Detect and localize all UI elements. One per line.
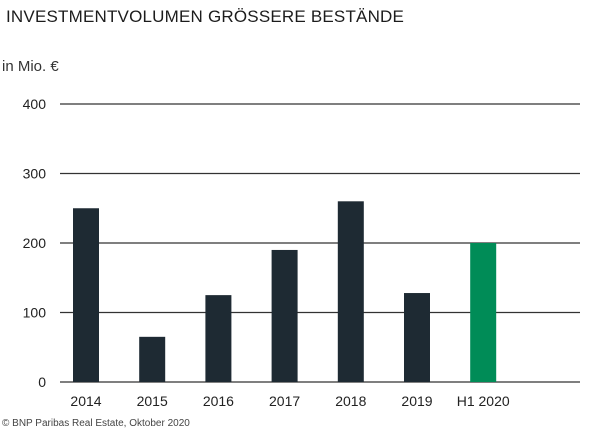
y-tick-label: 100 bbox=[23, 305, 47, 321]
bar-2018 bbox=[337, 201, 364, 382]
x-tick-label: 2016 bbox=[203, 393, 234, 409]
chart-title: INVESTMENTVOLUMEN GRÖSSERE BESTÄNDE bbox=[6, 7, 405, 26]
source-note: © BNP Paribas Real Estate, Oktober 2020 bbox=[2, 418, 190, 429]
x-tick-label: 2015 bbox=[137, 393, 168, 409]
x-tick-label: 2014 bbox=[70, 393, 101, 409]
y-tick-label: 0 bbox=[38, 374, 46, 390]
bar-2014 bbox=[73, 208, 99, 382]
y-axis-label: in Mio. € bbox=[2, 58, 59, 75]
bar-2015 bbox=[139, 336, 166, 382]
bar-2017 bbox=[271, 249, 298, 382]
bar-h1-2020 bbox=[470, 243, 497, 382]
x-tick-label: 2017 bbox=[269, 393, 300, 409]
bar-2016 bbox=[205, 295, 232, 382]
bar-2019 bbox=[404, 293, 430, 382]
y-tick-label: 200 bbox=[23, 235, 47, 251]
y-tick-label: 300 bbox=[23, 166, 47, 182]
x-tick-label: 2018 bbox=[335, 393, 366, 409]
x-tick-label: H1 2020 bbox=[457, 393, 510, 409]
y-tick-label: 400 bbox=[23, 96, 47, 112]
x-tick-label: 2019 bbox=[401, 393, 432, 409]
